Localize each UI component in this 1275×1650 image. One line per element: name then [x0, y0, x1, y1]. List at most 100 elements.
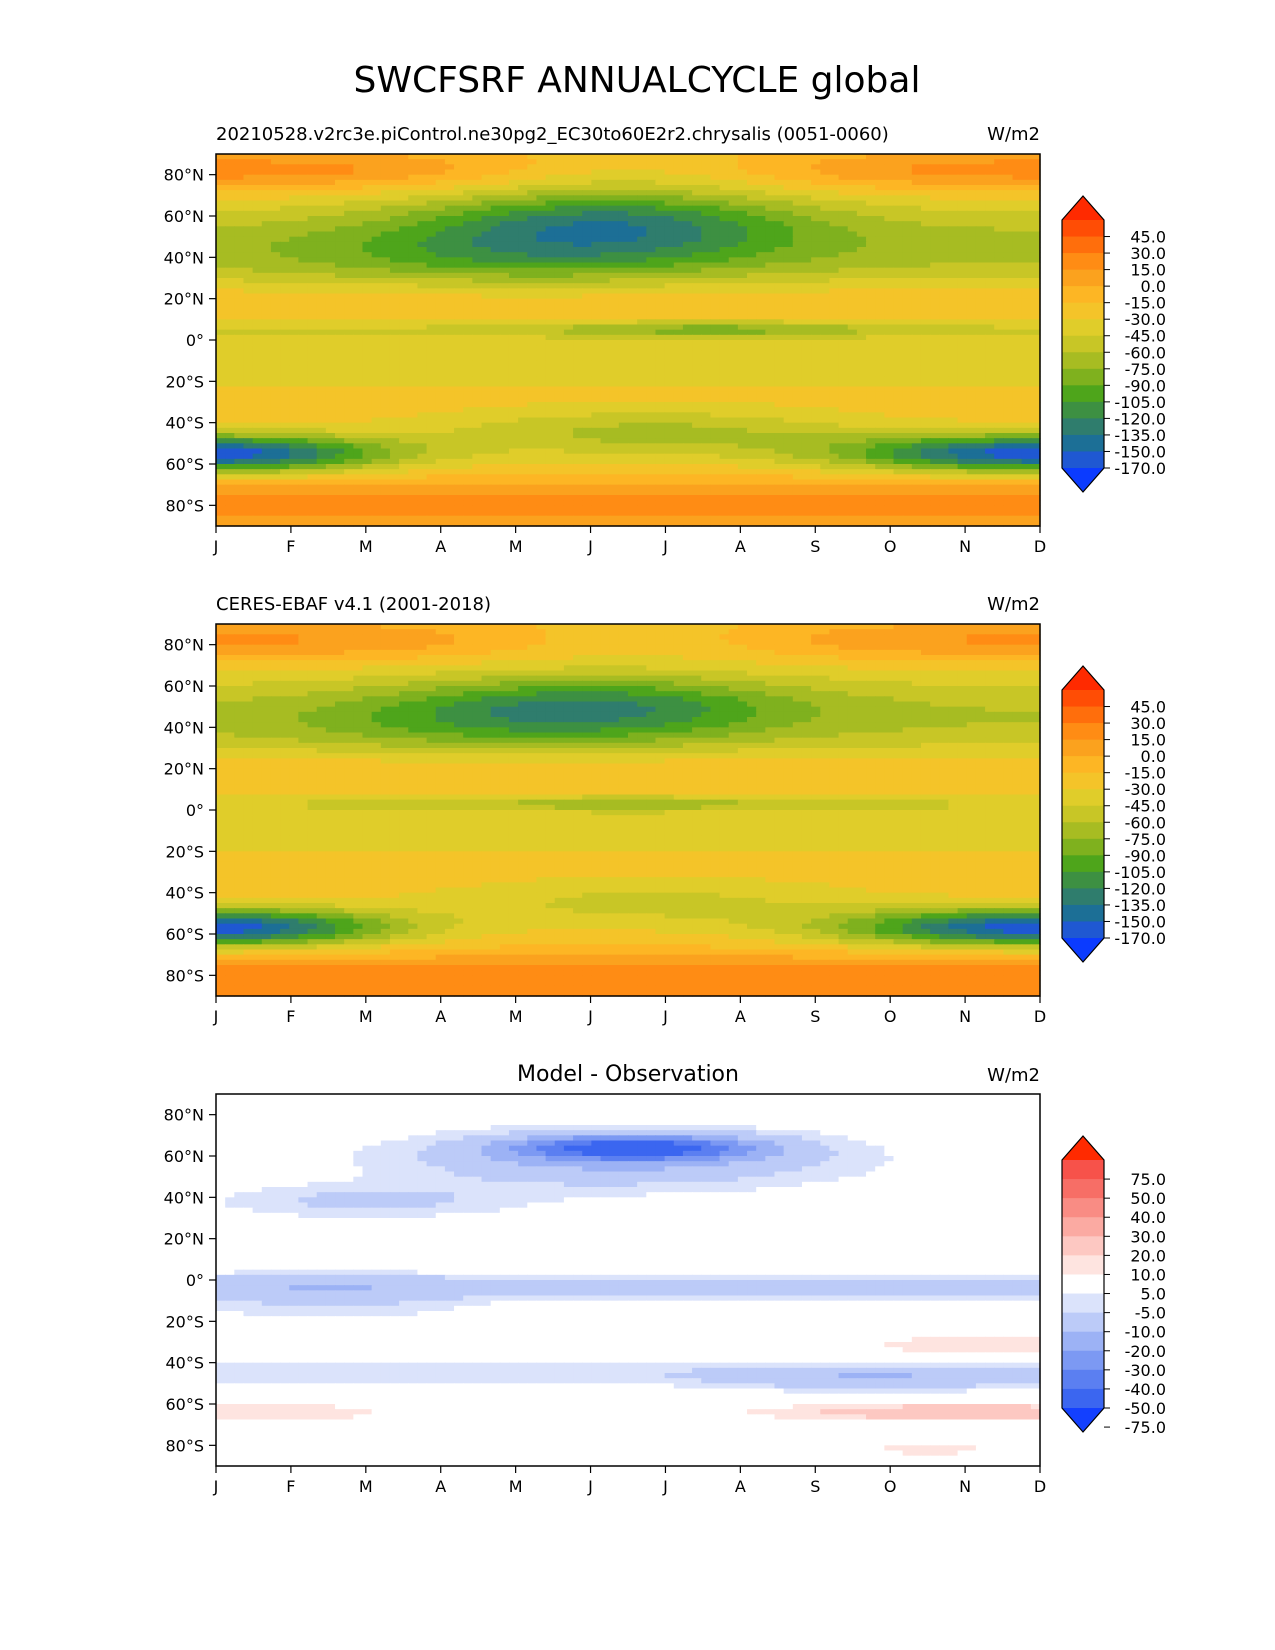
heatmap-cell	[408, 263, 418, 269]
heatmap-cell	[738, 319, 748, 325]
heatmap-cell	[408, 345, 418, 351]
heatmap-cell	[903, 319, 913, 325]
heatmap-cell	[454, 175, 464, 181]
heatmap-cell	[509, 376, 519, 382]
heatmap-cell	[939, 283, 949, 289]
heatmap-cell	[445, 371, 455, 377]
heatmap-cell	[509, 371, 519, 377]
heatmap-cell	[408, 159, 418, 165]
heatmap-cell	[674, 309, 684, 315]
heatmap-cell	[747, 159, 757, 165]
heatmap-cell	[903, 407, 913, 413]
heatmap-cell	[793, 164, 803, 170]
heatmap-cell	[1013, 257, 1023, 263]
heatmap-cell	[225, 216, 235, 222]
heatmap-cell	[372, 371, 382, 377]
heatmap-cell	[326, 273, 336, 279]
heatmap-cell	[729, 381, 739, 387]
heatmap-cell	[234, 361, 244, 367]
heatmap-cell	[729, 283, 739, 289]
heatmap-cell	[362, 226, 372, 232]
heatmap-cell	[436, 294, 446, 300]
heatmap-cell	[500, 397, 510, 403]
heatmap-cell	[802, 263, 812, 269]
heatmap-cell	[793, 402, 803, 408]
heatmap-cell	[482, 283, 492, 289]
heatmap-cell	[243, 206, 253, 212]
heatmap-cell	[875, 319, 885, 325]
heatmap-cell	[848, 190, 858, 196]
heatmap-cell	[280, 304, 290, 310]
heatmap-cell	[884, 350, 894, 356]
heatmap-cell	[601, 206, 611, 212]
heatmap-cell	[967, 154, 977, 160]
heatmap-cell	[454, 257, 464, 263]
heatmap-cell	[445, 294, 455, 300]
heatmap-cell	[857, 232, 867, 238]
heatmap-cell	[610, 216, 620, 222]
heatmap-cell	[875, 159, 885, 165]
heatmap-cell	[610, 330, 620, 336]
heatmap-cell	[1003, 376, 1013, 382]
heatmap-cell	[262, 268, 272, 274]
heatmap-cell	[564, 185, 574, 191]
heatmap-cell	[573, 268, 583, 274]
heatmap-cell	[482, 164, 492, 170]
heatmap-cell	[802, 299, 812, 305]
heatmap-cell	[591, 221, 601, 227]
heatmap-cell	[848, 180, 858, 186]
heatmap-cell	[353, 226, 363, 232]
heatmap-cell	[884, 190, 894, 196]
heatmap-cell	[1022, 175, 1032, 181]
heatmap-cell	[655, 190, 665, 196]
heatmap-cell	[344, 195, 354, 201]
heatmap-cell	[774, 356, 784, 362]
heatmap-cell	[381, 195, 391, 201]
heatmap-cell	[683, 366, 693, 372]
heatmap-cell	[784, 397, 794, 403]
heatmap-cell	[646, 201, 656, 207]
heatmap-cell	[445, 314, 455, 320]
heatmap-cell	[362, 340, 372, 346]
heatmap-cell	[912, 273, 922, 279]
heatmap-cell	[958, 206, 968, 212]
heatmap-cell	[802, 216, 812, 222]
heatmap-cell	[216, 381, 226, 387]
heatmap-cell	[427, 195, 437, 201]
heatmap-cell	[253, 304, 263, 310]
heatmap-cell	[729, 319, 739, 325]
heatmap-cell	[637, 247, 647, 253]
heatmap-cell	[271, 242, 281, 248]
heatmap-cell	[985, 335, 995, 341]
heatmap-cell	[381, 278, 391, 284]
heatmap-cell	[939, 201, 949, 207]
heatmap-cell	[802, 232, 812, 238]
heatmap-cell	[362, 392, 372, 398]
heatmap-cell	[390, 159, 400, 165]
heatmap-cell	[253, 185, 263, 191]
heatmap-cell	[646, 350, 656, 356]
heatmap-cell	[701, 309, 711, 315]
heatmap-cell	[326, 257, 336, 263]
heatmap-cell	[298, 356, 308, 362]
heatmap-cell	[784, 159, 794, 165]
heatmap-cell	[994, 366, 1004, 372]
heatmap-cell	[619, 268, 629, 274]
heatmap-cell	[1003, 278, 1013, 284]
heatmap-cell	[692, 345, 702, 351]
heatmap-cell	[967, 268, 977, 274]
heatmap-cell	[289, 294, 299, 300]
heatmap-cell	[985, 211, 995, 217]
heatmap-cell	[335, 164, 345, 170]
heatmap-cell	[884, 211, 894, 217]
heatmap-cell	[912, 159, 922, 165]
heatmap-cell	[884, 392, 894, 398]
heatmap-cell	[967, 206, 977, 212]
heatmap-cell	[829, 345, 839, 351]
heatmap-cell	[857, 330, 867, 336]
heatmap-cell	[958, 309, 968, 315]
heatmap-cell	[903, 257, 913, 263]
heatmap-cell	[747, 268, 757, 274]
heatmap-cell	[610, 350, 620, 356]
heatmap-cell	[253, 273, 263, 279]
